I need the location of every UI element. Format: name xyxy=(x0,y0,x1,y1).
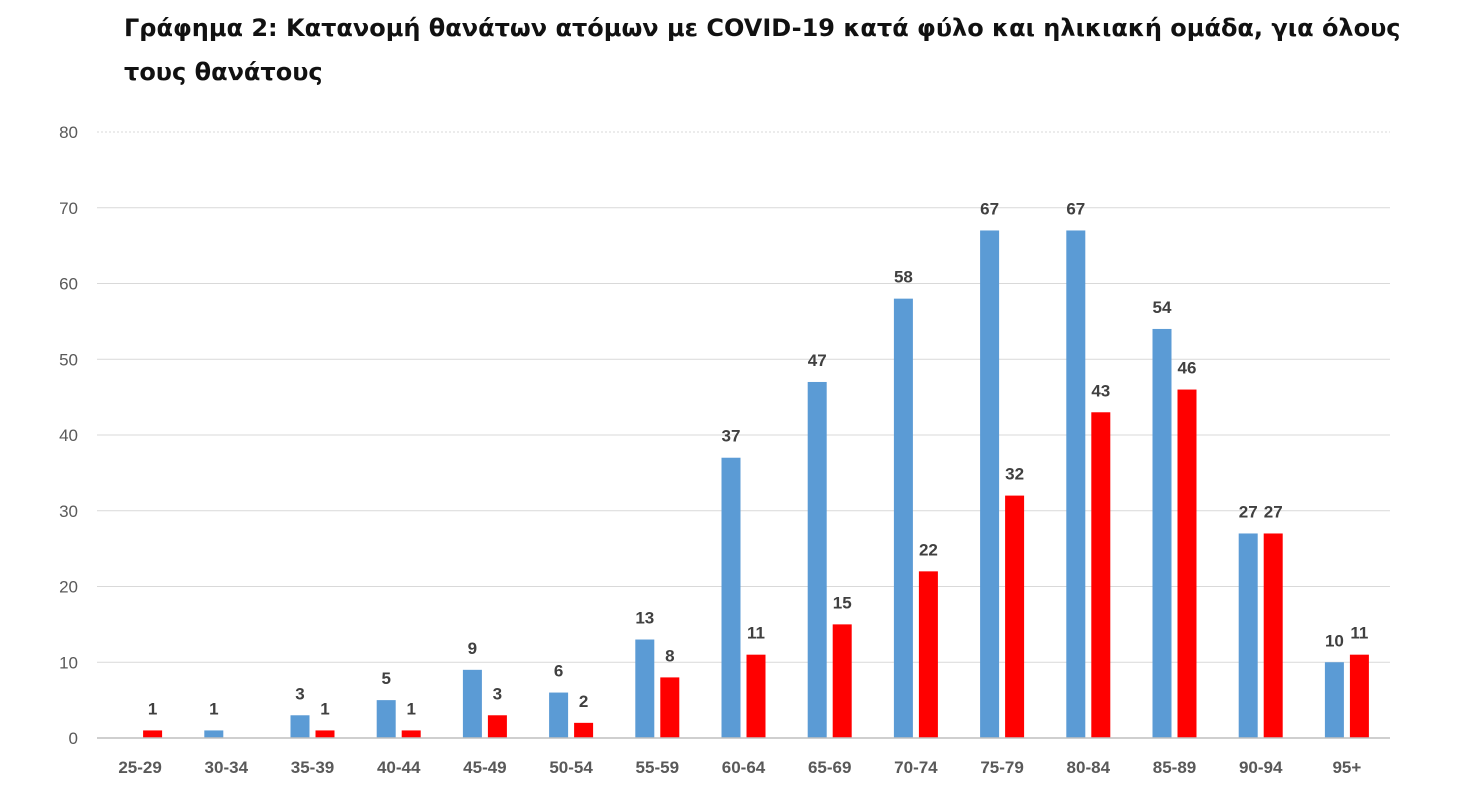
data-label: 5 xyxy=(381,669,390,688)
data-label: 10 xyxy=(1325,631,1344,650)
bar xyxy=(549,692,569,738)
data-label: 15 xyxy=(833,593,852,612)
data-label: 1 xyxy=(209,699,218,718)
x-tick-label: 70-74 xyxy=(894,758,938,777)
y-tick-label: 80 xyxy=(59,123,78,142)
bar xyxy=(1238,533,1258,738)
data-label: 67 xyxy=(980,199,999,218)
bar xyxy=(635,639,655,738)
x-tick-label: 55-59 xyxy=(636,758,679,777)
data-label: 1 xyxy=(406,699,415,718)
bar xyxy=(721,457,741,738)
bar xyxy=(574,722,594,738)
y-tick-label: 50 xyxy=(59,350,78,369)
chart-title: Γράφημα 2: Κατανομή θανάτων ατόμων με CO… xyxy=(124,14,1401,86)
bar xyxy=(660,677,680,738)
bar xyxy=(487,715,507,738)
bar xyxy=(1066,230,1086,738)
data-label: 46 xyxy=(1178,359,1197,378)
bar xyxy=(746,654,766,738)
data-label: 22 xyxy=(919,540,938,559)
bar xyxy=(315,730,335,738)
x-tick-label: 95+ xyxy=(1332,758,1361,777)
x-tick-label: 25-29 xyxy=(118,758,161,777)
data-label: 43 xyxy=(1091,381,1110,400)
data-label: 11 xyxy=(1350,624,1368,643)
data-label: 67 xyxy=(1066,199,1085,218)
bar xyxy=(980,230,1000,738)
data-label: 11 xyxy=(747,624,765,643)
x-tick-label: 60-64 xyxy=(722,758,766,777)
bar xyxy=(918,571,938,738)
x-tick-label: 85-89 xyxy=(1153,758,1196,777)
data-label: 6 xyxy=(554,662,563,681)
y-tick-label: 0 xyxy=(69,729,78,748)
data-label: 54 xyxy=(1153,298,1172,317)
gridlines xyxy=(97,131,1390,663)
y-tick-label: 10 xyxy=(59,653,78,672)
data-label: 47 xyxy=(808,351,827,370)
bar xyxy=(290,715,310,738)
y-tick-label: 60 xyxy=(59,275,78,294)
data-label: 8 xyxy=(665,646,674,665)
data-label: 13 xyxy=(635,609,654,628)
data-label: 3 xyxy=(295,684,304,703)
x-tick-label: 80-84 xyxy=(1067,758,1111,777)
x-tick-label: 45-49 xyxy=(463,758,506,777)
y-tick-label: 40 xyxy=(59,426,78,445)
y-tick-label: 30 xyxy=(59,502,78,521)
bar xyxy=(893,298,913,738)
data-label: 2 xyxy=(579,692,588,711)
bar xyxy=(1324,662,1344,738)
bar xyxy=(1091,412,1111,738)
bar xyxy=(143,730,163,738)
data-label: 32 xyxy=(1005,465,1024,484)
x-tick-label: 35-39 xyxy=(291,758,334,777)
y-tick-label: 70 xyxy=(59,199,78,218)
bar xyxy=(1349,654,1369,738)
data-label: 9 xyxy=(468,639,477,658)
x-tick-label: 90-94 xyxy=(1239,758,1283,777)
data-label: 1 xyxy=(148,699,157,718)
bars xyxy=(143,230,1369,738)
bar xyxy=(1152,328,1172,738)
data-label: 1 xyxy=(320,699,329,718)
x-tick-label: 65-69 xyxy=(808,758,851,777)
data-label: 58 xyxy=(894,268,913,287)
y-axis-ticks: 0 10 20 30 40 50 60 70 80 xyxy=(59,123,78,748)
x-tick-label: 30-34 xyxy=(205,758,249,777)
x-axis-ticks: 25-29 30-34 35-39 40-44 45-49 50-54 55-59 60-64… xyxy=(118,758,1361,777)
bar xyxy=(1263,533,1283,738)
data-label: 27 xyxy=(1239,502,1258,521)
x-tick-label: 40-44 xyxy=(377,758,421,777)
bar xyxy=(401,730,421,738)
y-tick-label: 20 xyxy=(59,578,78,597)
data-label: 27 xyxy=(1264,502,1283,521)
x-tick-label: 50-54 xyxy=(549,758,593,777)
data-label: 37 xyxy=(722,427,741,446)
bar xyxy=(204,730,224,738)
bar xyxy=(462,669,482,738)
x-tick-label: 75-79 xyxy=(980,758,1023,777)
bar xyxy=(1177,389,1197,738)
bar xyxy=(376,700,396,738)
bar xyxy=(807,381,827,738)
bar xyxy=(1005,495,1025,738)
bar xyxy=(832,624,852,738)
data-label: 3 xyxy=(493,684,502,703)
